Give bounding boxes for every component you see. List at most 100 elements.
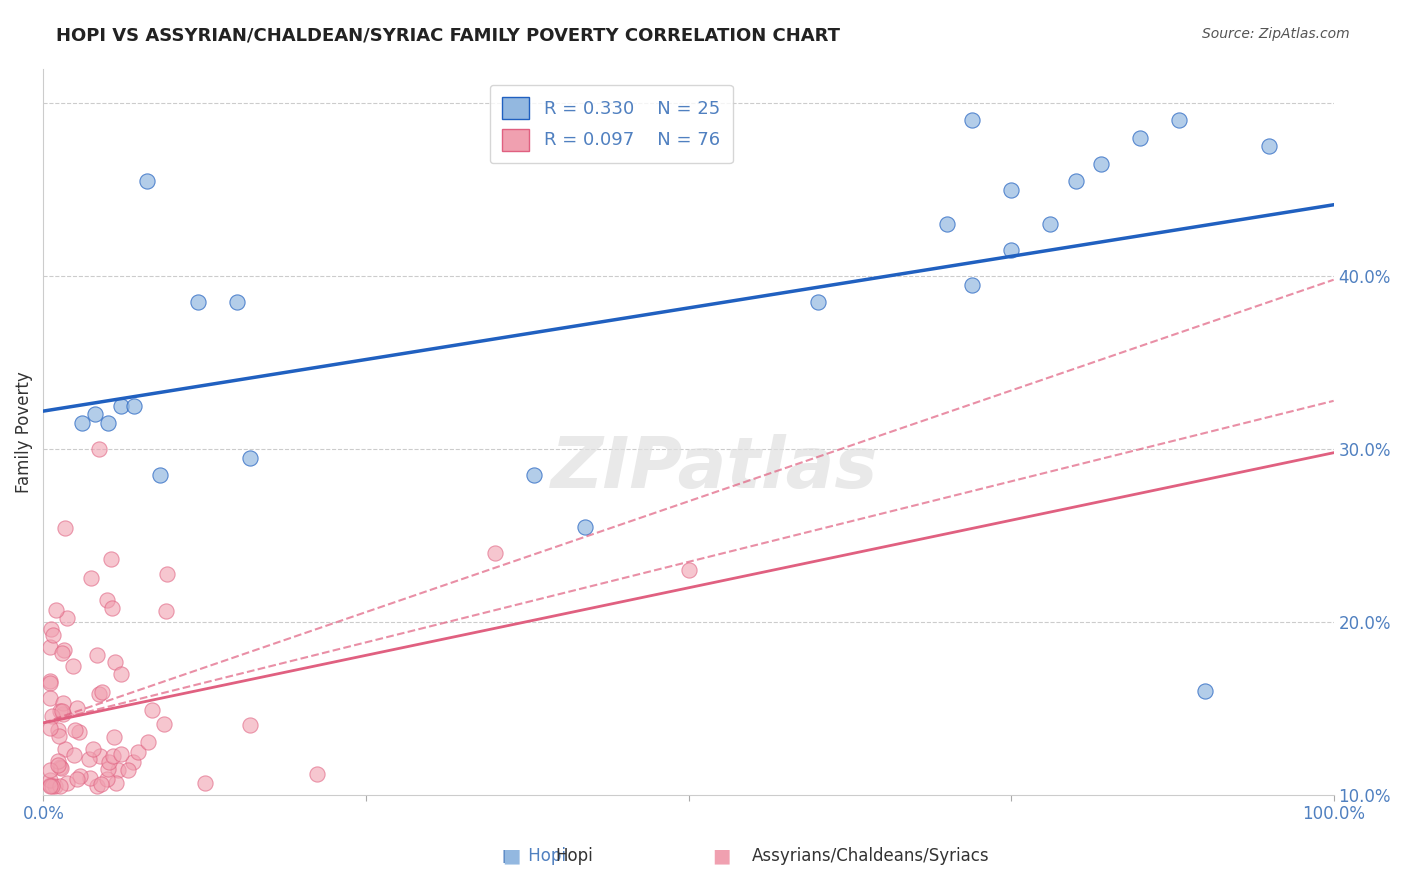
Text: HOPI VS ASSYRIAN/CHALDEAN/SYRIAC FAMILY POVERTY CORRELATION CHART: HOPI VS ASSYRIAN/CHALDEAN/SYRIAC FAMILY … bbox=[56, 27, 841, 45]
Point bbox=[38, 676, 60, 690]
Point bbox=[48, 759, 70, 773]
Point bbox=[1039, 217, 1062, 231]
Point bbox=[1258, 139, 1281, 153]
Text: ■: ■ bbox=[713, 847, 731, 865]
Legend: R = 0.330    N = 25, R = 0.097    N = 76: R = 0.330 N = 25, R = 0.097 N = 76 bbox=[489, 85, 733, 163]
Text: Source: ZipAtlas.com: Source: ZipAtlas.com bbox=[1202, 27, 1350, 41]
Point bbox=[45, 602, 67, 616]
Point bbox=[52, 707, 75, 722]
Point bbox=[806, 295, 828, 310]
Point bbox=[41, 709, 63, 723]
Point bbox=[38, 691, 60, 706]
Point bbox=[89, 442, 111, 456]
Point bbox=[962, 277, 984, 292]
Point bbox=[935, 217, 957, 231]
Point bbox=[84, 408, 107, 422]
Point bbox=[104, 655, 127, 669]
Point bbox=[44, 780, 66, 794]
Point bbox=[97, 416, 120, 430]
Point bbox=[90, 777, 112, 791]
Point bbox=[1000, 183, 1022, 197]
Point bbox=[67, 725, 90, 739]
Point bbox=[53, 742, 76, 756]
Point bbox=[1167, 113, 1189, 128]
Point bbox=[153, 717, 176, 731]
Point bbox=[103, 748, 125, 763]
Point bbox=[38, 763, 60, 777]
Point bbox=[86, 648, 108, 663]
Point bbox=[97, 755, 120, 769]
Point bbox=[110, 667, 132, 681]
Point bbox=[678, 563, 700, 577]
Text: ■: ■ bbox=[502, 847, 520, 865]
Point bbox=[96, 772, 118, 786]
Point bbox=[52, 696, 75, 710]
Point bbox=[41, 622, 63, 636]
Point bbox=[51, 761, 73, 775]
Point bbox=[1064, 174, 1087, 188]
Point bbox=[86, 780, 108, 794]
Point bbox=[80, 571, 103, 585]
Text: ZIPatlas: ZIPatlas bbox=[551, 434, 877, 502]
Point bbox=[110, 747, 132, 762]
Point bbox=[62, 659, 84, 673]
Point bbox=[307, 767, 329, 781]
Point bbox=[141, 703, 163, 717]
Point bbox=[56, 776, 79, 790]
Point bbox=[110, 399, 132, 413]
Point bbox=[49, 780, 72, 794]
Text: ■  Hopi: ■ Hopi bbox=[502, 847, 567, 865]
Point bbox=[1194, 684, 1216, 698]
Point bbox=[121, 755, 143, 769]
Point bbox=[136, 735, 159, 749]
Point bbox=[97, 762, 120, 776]
Point bbox=[103, 730, 125, 744]
Point bbox=[48, 729, 70, 743]
Point bbox=[53, 521, 76, 535]
Point bbox=[41, 628, 63, 642]
Point bbox=[38, 773, 60, 788]
Point bbox=[46, 757, 69, 772]
Point bbox=[156, 567, 179, 582]
Point bbox=[56, 611, 79, 625]
Point bbox=[107, 763, 129, 777]
Point bbox=[574, 520, 596, 534]
Point bbox=[226, 295, 249, 310]
Point bbox=[65, 772, 87, 786]
Point bbox=[41, 780, 63, 794]
Point bbox=[89, 749, 111, 764]
Point bbox=[239, 450, 262, 465]
Point bbox=[105, 776, 128, 790]
Point bbox=[38, 674, 60, 689]
Point bbox=[66, 701, 89, 715]
Point bbox=[63, 747, 86, 762]
Point bbox=[1090, 156, 1112, 170]
Point bbox=[39, 780, 62, 794]
Point bbox=[46, 754, 69, 768]
Point bbox=[101, 601, 124, 615]
Point bbox=[38, 640, 60, 654]
Point bbox=[77, 752, 100, 766]
Point bbox=[127, 744, 149, 758]
Point bbox=[484, 546, 506, 560]
Point bbox=[239, 718, 262, 732]
Point bbox=[38, 778, 60, 792]
Point bbox=[91, 685, 114, 699]
Point bbox=[46, 723, 69, 737]
Point bbox=[51, 704, 73, 718]
Text: Assyrians/Chaldeans/Syriacs: Assyrians/Chaldeans/Syriacs bbox=[752, 847, 990, 865]
Point bbox=[1000, 243, 1022, 257]
Point bbox=[52, 643, 75, 657]
Point bbox=[70, 416, 93, 430]
Point bbox=[65, 723, 87, 737]
Point bbox=[122, 399, 145, 413]
Point bbox=[117, 764, 139, 778]
Point bbox=[135, 174, 157, 188]
Point bbox=[49, 705, 72, 719]
Point bbox=[89, 687, 111, 701]
Point bbox=[82, 742, 104, 756]
Point bbox=[38, 721, 60, 735]
Point bbox=[100, 552, 122, 566]
Point bbox=[69, 769, 91, 783]
Point bbox=[962, 113, 984, 128]
